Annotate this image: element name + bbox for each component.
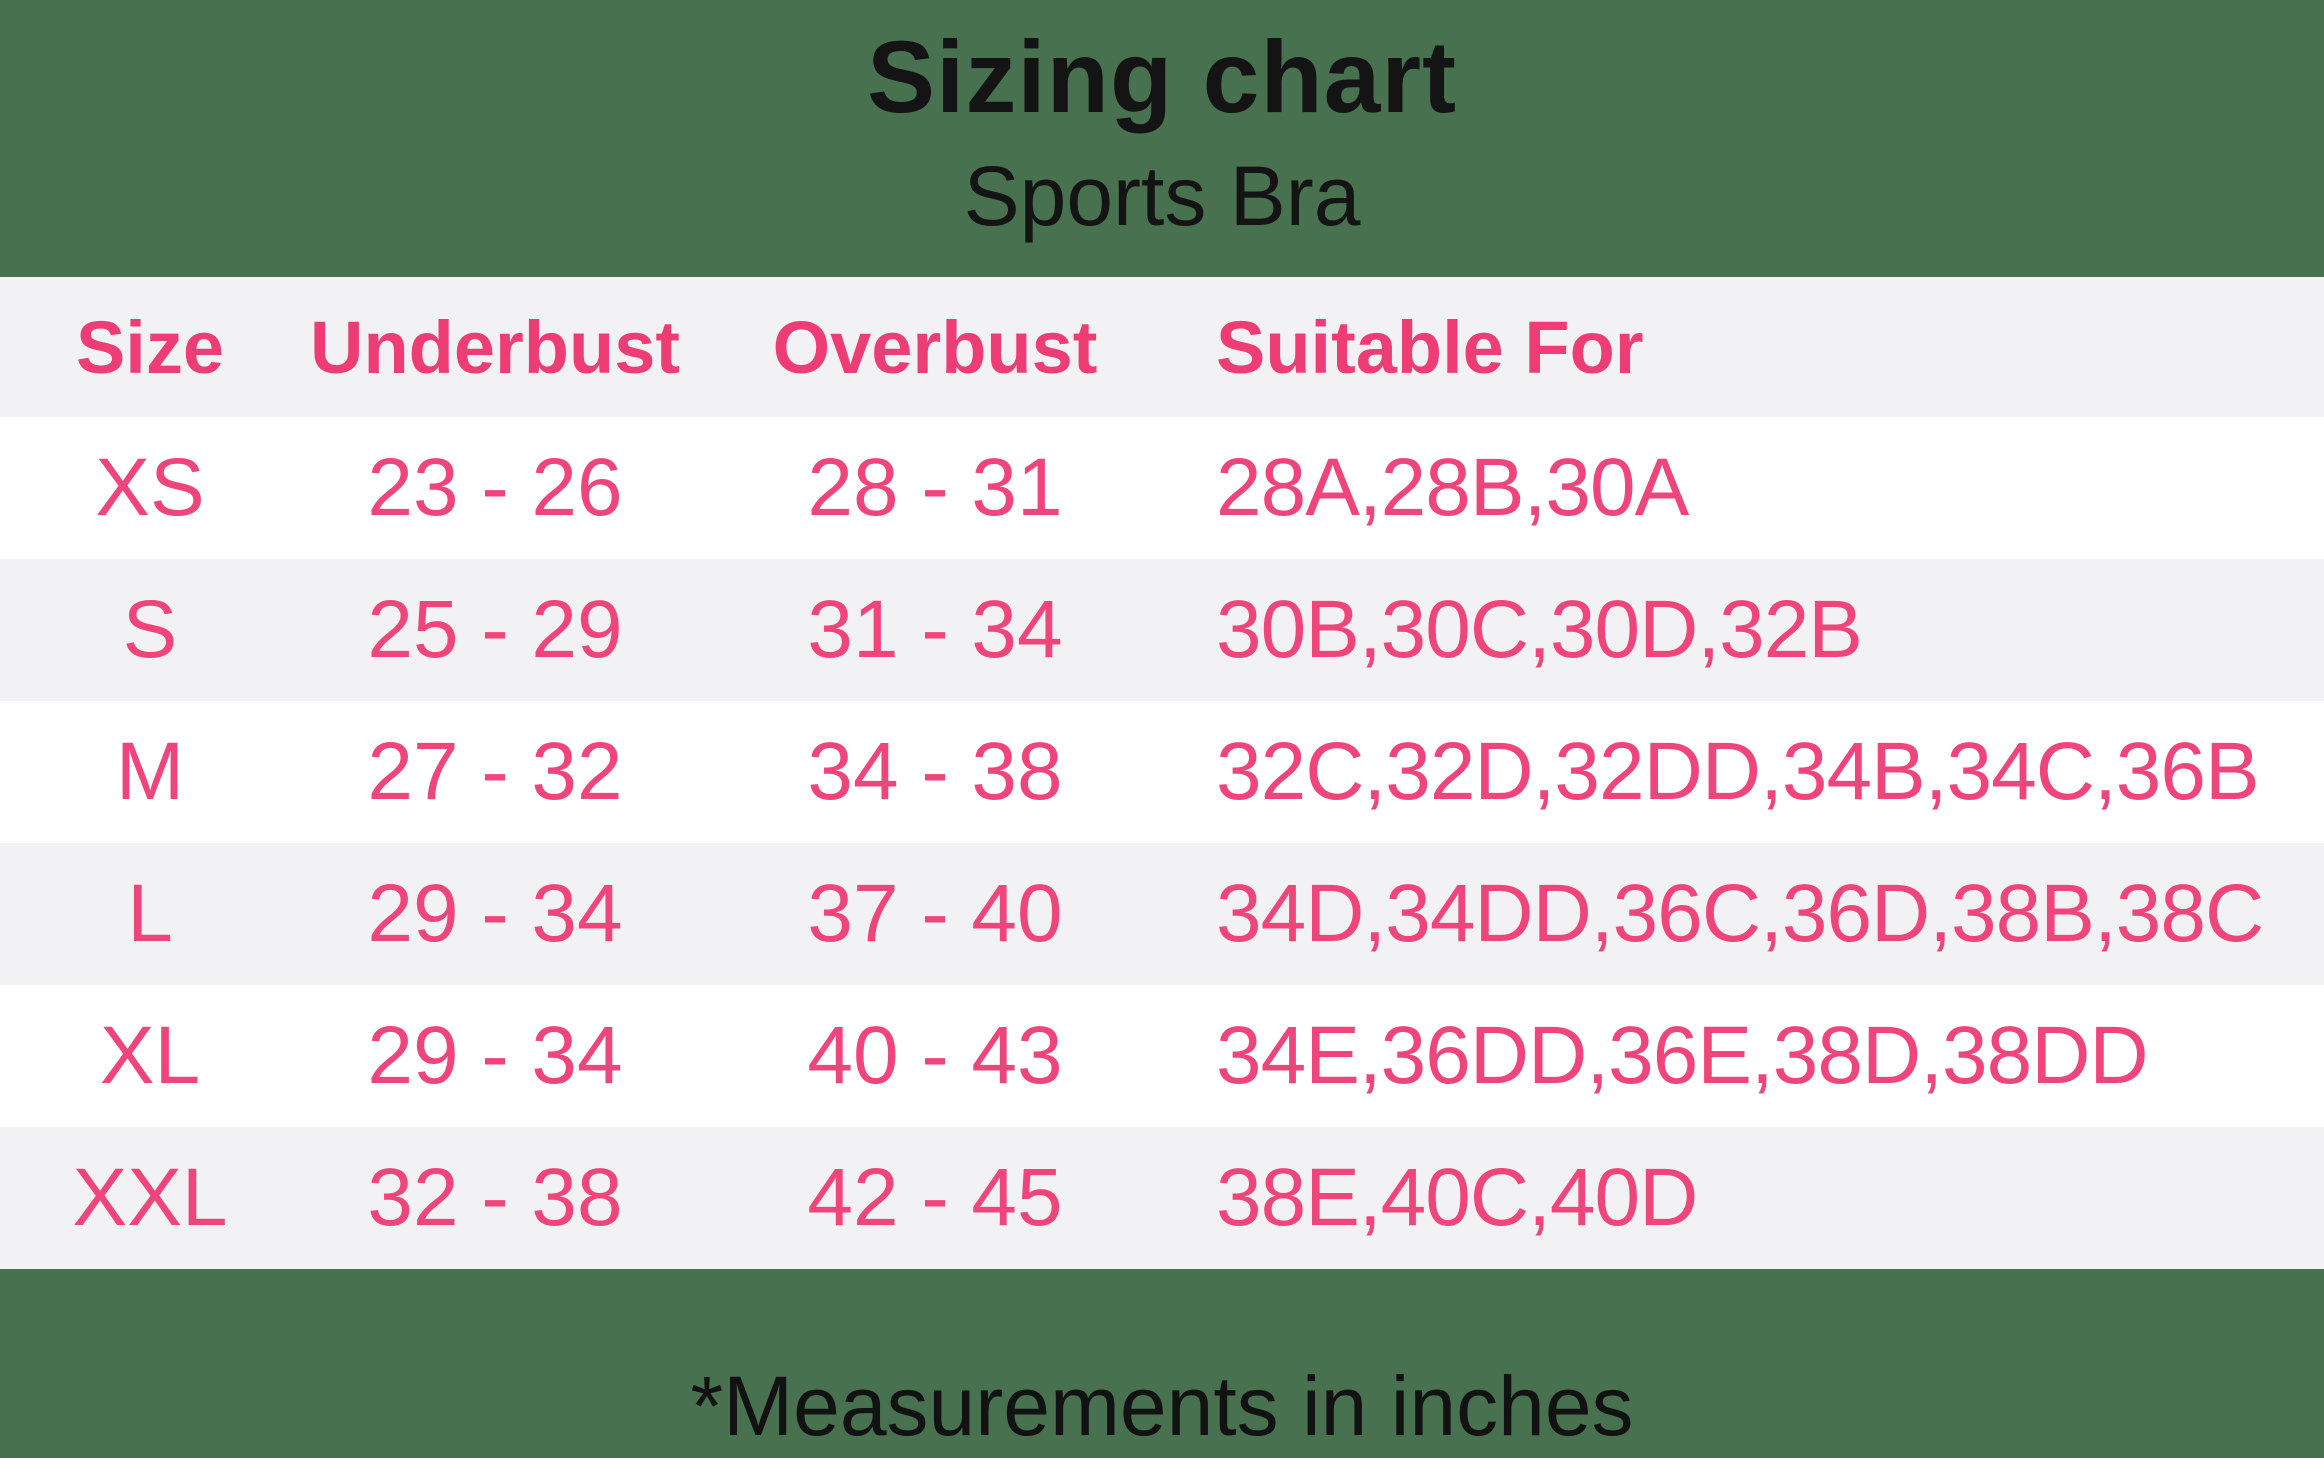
table-row: XL 29 - 34 40 - 43 34E,36DD,36E,38D,38DD: [0, 985, 2324, 1127]
size-cell: XS: [95, 442, 205, 533]
table-row: L 29 - 34 37 - 40 34D,34DD,36C,36D,38B,38C: [0, 843, 2324, 985]
chart-title: Sizing chart: [866, 20, 1458, 134]
table-row: M 27 - 32 34 - 38 32C,32D,32DD,34B,34C,36B: [0, 701, 2324, 843]
table-row: XS 23 - 26 28 - 31 28A,28B,30A: [0, 417, 2324, 559]
underbust-cell: 23 - 26: [367, 442, 623, 533]
column-header-size: Size: [75, 305, 225, 389]
underbust-cell: 32 - 38: [367, 1152, 623, 1243]
underbust-cell: 27 - 32: [367, 726, 623, 817]
suitable-for-cell: 34D,34DD,36C,36D,38B,38C: [1216, 868, 2264, 959]
table-header-row: Size Underbust Overbust Suitable For: [0, 277, 2324, 417]
overbust-cell: 37 - 40: [807, 868, 1063, 959]
chart-subtitle: Sports Bra: [963, 149, 1361, 243]
table-row: XXL 32 - 38 42 - 45 38E,40C,40D: [0, 1127, 2324, 1269]
suitable-for-cell: 30B,30C,30D,32B: [1216, 584, 1863, 675]
overbust-cell: 40 - 43: [807, 1010, 1063, 1101]
suitable-for-cell: 32C,32D,32DD,34B,34C,36B: [1216, 726, 2260, 817]
size-cell: S: [122, 584, 178, 675]
overbust-cell: 28 - 31: [807, 442, 1063, 533]
size-cell: M: [115, 726, 185, 817]
measurements-note: *Measurements in inches: [690, 1359, 1634, 1453]
sizing-table: Size Underbust Overbust Suitable For XS 2…: [0, 277, 2324, 1269]
underbust-cell: 29 - 34: [367, 1010, 623, 1101]
overbust-cell: 31 - 34: [807, 584, 1063, 675]
column-header-underbust: Underbust: [310, 305, 680, 389]
size-cell: XL: [99, 1010, 201, 1101]
underbust-cell: 29 - 34: [367, 868, 623, 959]
suitable-for-cell: 34E,36DD,36E,38D,38DD: [1216, 1010, 2149, 1101]
underbust-cell: 25 - 29: [367, 584, 623, 675]
table-row: S 25 - 29 31 - 34 30B,30C,30D,32B: [0, 559, 2324, 701]
overbust-cell: 42 - 45: [807, 1152, 1063, 1243]
table-body: XS 23 - 26 28 - 31 28A,28B,30A S 25 - 29 31 - …: [0, 417, 2324, 1269]
column-header-suitable-for: Suitable For: [1216, 305, 1644, 389]
column-header-overbust: Overbust: [772, 305, 1098, 389]
size-cell: XXL: [72, 1152, 228, 1243]
size-cell: L: [127, 868, 173, 959]
overbust-cell: 34 - 38: [807, 726, 1063, 817]
suitable-for-cell: 28A,28B,30A: [1216, 442, 1689, 533]
suitable-for-cell: 38E,40C,40D: [1216, 1152, 1698, 1243]
